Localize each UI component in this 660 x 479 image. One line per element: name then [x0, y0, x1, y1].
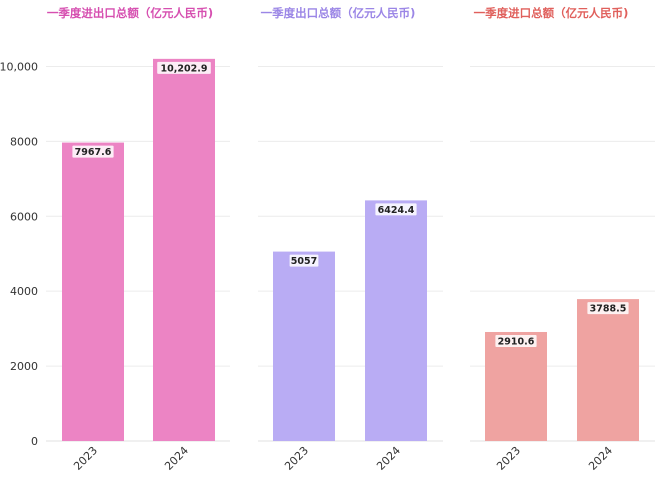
panel-title: 一季度进出口总额（亿元人民币)	[47, 6, 213, 20]
bar-2023	[485, 331, 547, 441]
data-label: 5057	[291, 256, 317, 267]
y-tick-label: 4000	[10, 285, 38, 298]
x-tick-label: 2024	[374, 444, 403, 473]
data-label-background	[587, 302, 629, 315]
chart-panel-1: 一季度进出口总额（亿元人民币) 0 2000 4000 6000 8000 10,000 79…	[0, 6, 230, 473]
panel-title: 一季度出口总额（亿元人民币)	[261, 6, 416, 20]
bar-2024	[577, 299, 639, 441]
x-tick-label: 2023	[282, 444, 311, 473]
chart-panel-3: 一季度进口总额（亿元人民币) 2910.6 2023 3788.5 2024	[470, 6, 655, 473]
x-tick-label: 2023	[494, 444, 523, 473]
y-tick-label: 2000	[10, 360, 38, 373]
bar-2024	[365, 200, 427, 441]
data-label: 3788.5	[590, 304, 627, 315]
y-tick-label: 10,000	[0, 60, 38, 73]
chart-panel-2: 一季度出口总额（亿元人民币) 5057 2023 6424.4 2024	[258, 6, 443, 473]
data-label: 2910.6	[498, 336, 535, 347]
data-label: 6424.4	[378, 205, 415, 216]
x-tick-label: 2024	[586, 444, 615, 473]
bar-2023	[273, 251, 335, 441]
y-tick-label: 0	[31, 435, 38, 448]
x-tick-label: 2023	[71, 444, 100, 473]
data-label-background	[157, 61, 211, 74]
y-tick-label: 8000	[10, 135, 38, 148]
data-label: 7967.6	[75, 147, 112, 158]
data-label-background	[72, 145, 114, 158]
data-label: 10,202.9	[161, 63, 208, 74]
y-tick-label: 6000	[10, 210, 38, 223]
x-tick-label: 2024	[162, 444, 191, 473]
bar-2024	[153, 58, 215, 442]
bar-2023	[62, 142, 124, 442]
data-label-background	[289, 254, 319, 267]
data-label-background	[375, 203, 417, 216]
data-label-background	[495, 334, 537, 347]
panel-title: 一季度进口总额（亿元人民币)	[474, 6, 629, 20]
